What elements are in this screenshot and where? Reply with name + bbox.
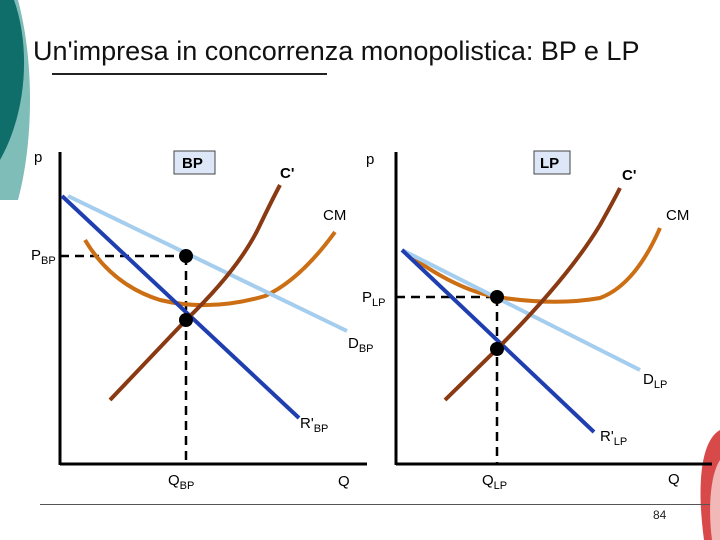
- demand-curve-long-run: [401, 248, 641, 372]
- average-cost-label-short-run: CM: [323, 207, 346, 224]
- marginal-revenue-label-long-run: R'LP: [600, 428, 627, 448]
- title-underline: [52, 73, 327, 75]
- x-axis-label-long-run: Q: [668, 471, 680, 488]
- x-axis-label-short-run: Q: [338, 473, 350, 490]
- marginal-cost-curve-short-run: [108, 184, 282, 402]
- marginal-cost-curve-long-run: [443, 187, 622, 402]
- marginal-revenue-label-short-run: R'BP: [300, 415, 328, 435]
- slide-title: Un'impresa in concorrenza monopolistica:…: [33, 36, 640, 66]
- demand-label-short-run: DBP: [348, 335, 374, 355]
- teal-dark-shape: [0, 0, 25, 160]
- marginal-cost-label-short-run: C': [280, 165, 294, 182]
- average-cost-curve-short-run: [83, 230, 337, 308]
- marginal-revenue-curve-short-run: [60, 194, 301, 420]
- marginal-revenue-curve-long-run: [400, 248, 596, 434]
- mr-mc-intersection-long-run: [490, 342, 504, 356]
- price-label-short-run: PBP: [31, 247, 56, 267]
- quantity-label-short-run: QBP: [168, 472, 194, 492]
- demand-curve-short-run: [67, 194, 348, 333]
- pink-shape: [710, 460, 720, 540]
- average-cost-label-long-run: CM: [666, 207, 689, 224]
- short-run-panel: p BP C' CM PBP DBP R'BP QBP Q: [31, 149, 374, 492]
- short-run-label-box: [173, 150, 216, 175]
- y-axis-label-short-run: p: [34, 149, 42, 166]
- marginal-cost-label-long-run: C': [622, 167, 636, 184]
- price-point-short-run: [179, 249, 193, 263]
- slide-decoration-right: [700, 430, 720, 540]
- quantity-label-long-run: QLP: [482, 472, 507, 492]
- footer-rule: [40, 504, 710, 505]
- average-cost-curve-long-run: [400, 227, 662, 304]
- demand-label-long-run: DLP: [643, 371, 667, 391]
- y-axis-label-long-run: p: [366, 151, 374, 168]
- slide-decoration-left: [0, 0, 30, 200]
- page-number: 84: [653, 508, 667, 522]
- long-run-label-box: [533, 150, 571, 175]
- short-run-label: BP: [182, 155, 203, 172]
- price-label-long-run: PLP: [362, 289, 385, 309]
- price-point-long-run: [490, 290, 504, 304]
- mr-mc-intersection-short-run: [179, 313, 193, 327]
- long-run-panel: p LP C' CM PLP DLP R'LP QLP Q: [362, 150, 712, 492]
- long-run-label: LP: [540, 155, 559, 172]
